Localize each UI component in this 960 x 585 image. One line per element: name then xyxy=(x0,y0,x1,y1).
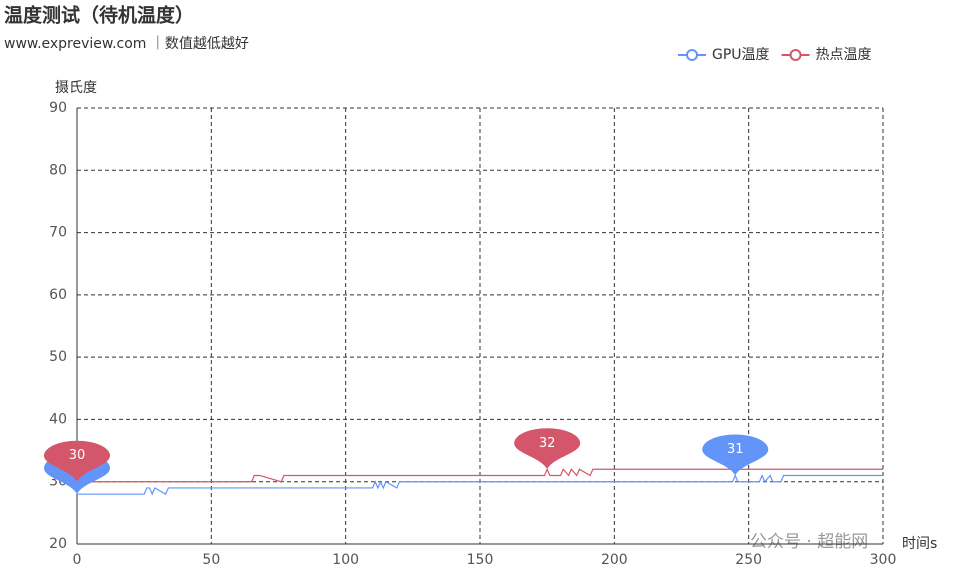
x-tick-label: 250 xyxy=(735,552,762,568)
mark-pin xyxy=(702,434,769,476)
y-tick-label: 50 xyxy=(49,349,67,365)
chart-subtitle: www.expreview.com ｜数值越低越好 xyxy=(4,36,249,52)
legend-marker xyxy=(789,49,802,61)
legend-label: 热点温度 xyxy=(816,47,872,63)
x-tick-label: 300 xyxy=(870,552,897,568)
y-tick-label: 80 xyxy=(49,162,67,178)
x-tick-label: 50 xyxy=(202,552,220,568)
legend-label: GPU温度 xyxy=(712,47,770,63)
x-axis-title: 时间s xyxy=(902,536,937,552)
x-tick-label: 150 xyxy=(467,552,494,568)
y-tick-label: 40 xyxy=(49,411,67,427)
x-tick-label: 100 xyxy=(332,552,359,568)
series-line xyxy=(77,473,883,496)
mark-label: 32 xyxy=(539,436,556,451)
mark-label: 30 xyxy=(69,448,86,463)
mark-pin xyxy=(44,440,110,482)
legend-marker xyxy=(686,49,698,61)
mark-pin xyxy=(514,428,581,470)
mark-label: 31 xyxy=(727,442,744,457)
watermark: 公众号 · 超能网 xyxy=(750,532,868,552)
chart-title: 温度测试（待机温度） xyxy=(4,4,194,27)
x-tick-label: 0 xyxy=(73,552,82,568)
y-tick-label: 60 xyxy=(49,287,67,303)
y-tick-label: 90 xyxy=(49,100,67,116)
x-tick-label: 200 xyxy=(601,552,628,568)
series-line xyxy=(77,467,883,483)
y-tick-label: 20 xyxy=(49,536,67,552)
y-tick-label: 70 xyxy=(49,225,67,241)
y-axis-title: 摄氏度 xyxy=(55,80,97,96)
